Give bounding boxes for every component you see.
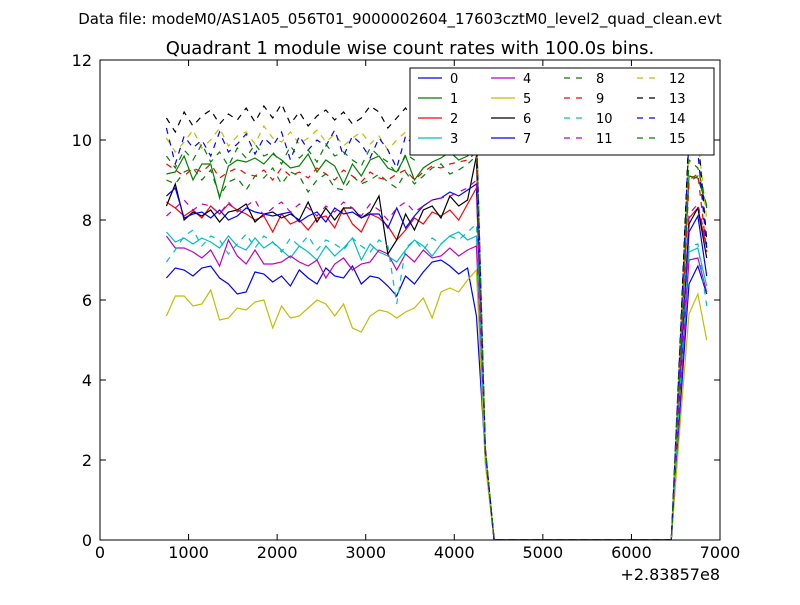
series-line-1 <box>166 146 708 540</box>
legend-label: 0 <box>450 72 458 87</box>
series-line-7 <box>166 182 708 540</box>
series-line-0 <box>165 259 708 540</box>
chart-title: Quadrant 1 module wise count rates with … <box>166 38 655 59</box>
x-tick-label: 0 <box>95 543 105 562</box>
y-tick-label: 12 <box>72 51 92 70</box>
x-axis: 0 1000 2000 3000 4000 5000 6000 7000 <box>95 60 740 562</box>
x-tick-label: 7000 <box>700 543 741 562</box>
legend-item-2: 2 <box>418 112 458 127</box>
legend-label: 4 <box>523 72 531 87</box>
series-line-4 <box>165 235 708 540</box>
series-line-5 <box>165 268 708 540</box>
legend-label: 2 <box>450 112 458 127</box>
x-tick-label: 4000 <box>434 543 475 562</box>
x-offset-label: +2.83857e8 <box>620 565 720 584</box>
legend-frame <box>409 67 715 156</box>
legend-label: 11 <box>596 132 613 147</box>
legend-item-0: 0 <box>418 72 458 87</box>
y-tick-label: 10 <box>72 131 92 150</box>
series-line-2 <box>166 185 708 540</box>
legend-item-6: 6 <box>491 112 531 127</box>
series-line-9 <box>166 150 708 540</box>
y-tick-label: 8 <box>82 211 92 230</box>
series-line-8 <box>166 154 708 540</box>
suptitle: Data file: modeM0/AS1A05_056T01_90000026… <box>78 10 722 29</box>
series-line-3 <box>165 231 708 540</box>
series-line-15 <box>165 135 708 540</box>
x-tick-label: 6000 <box>611 543 652 562</box>
legend-item-14: 14 <box>637 112 686 127</box>
legend-label: 12 <box>669 72 686 87</box>
legend-label: 9 <box>596 92 604 107</box>
legend-label: 7 <box>523 132 531 147</box>
y-tick-label: 2 <box>82 451 92 470</box>
legend-item-10: 10 <box>564 112 613 127</box>
legend-label: 10 <box>596 112 613 127</box>
legend-label: 8 <box>596 72 604 87</box>
legend-item-9: 9 <box>564 92 604 107</box>
legend-label: 6 <box>523 112 531 127</box>
y-tick-label: 6 <box>82 291 92 310</box>
series-line-10 <box>165 222 708 540</box>
x-tick-label: 3000 <box>345 543 386 562</box>
y-tick-label: 0 <box>82 531 92 550</box>
y-tick-label: 4 <box>82 371 92 390</box>
legend-label: 5 <box>523 92 531 107</box>
x-tick-label: 5000 <box>522 543 563 562</box>
x-tick-label: 1000 <box>168 543 209 562</box>
legend-item-8: 8 <box>564 72 604 87</box>
legend-item-13: 13 <box>637 92 686 107</box>
legend-label: 13 <box>669 92 686 107</box>
legend-item-1: 1 <box>418 92 458 107</box>
legend-item-7: 7 <box>491 132 531 147</box>
series-line-11 <box>166 178 708 540</box>
legend-label: 15 <box>669 132 686 147</box>
legend-item-3: 3 <box>418 132 458 147</box>
legend-item-12: 12 <box>637 72 686 87</box>
legend-item-4: 4 <box>491 72 531 87</box>
legend-item-15: 15 <box>637 132 686 147</box>
legend-item-5: 5 <box>491 92 531 107</box>
legend-label: 14 <box>669 112 686 127</box>
legend-item-11: 11 <box>564 132 613 147</box>
legend-label: 3 <box>450 132 458 147</box>
x-tick-label: 2000 <box>257 543 298 562</box>
legend-label: 1 <box>450 92 458 107</box>
series-line-6 <box>165 155 708 540</box>
